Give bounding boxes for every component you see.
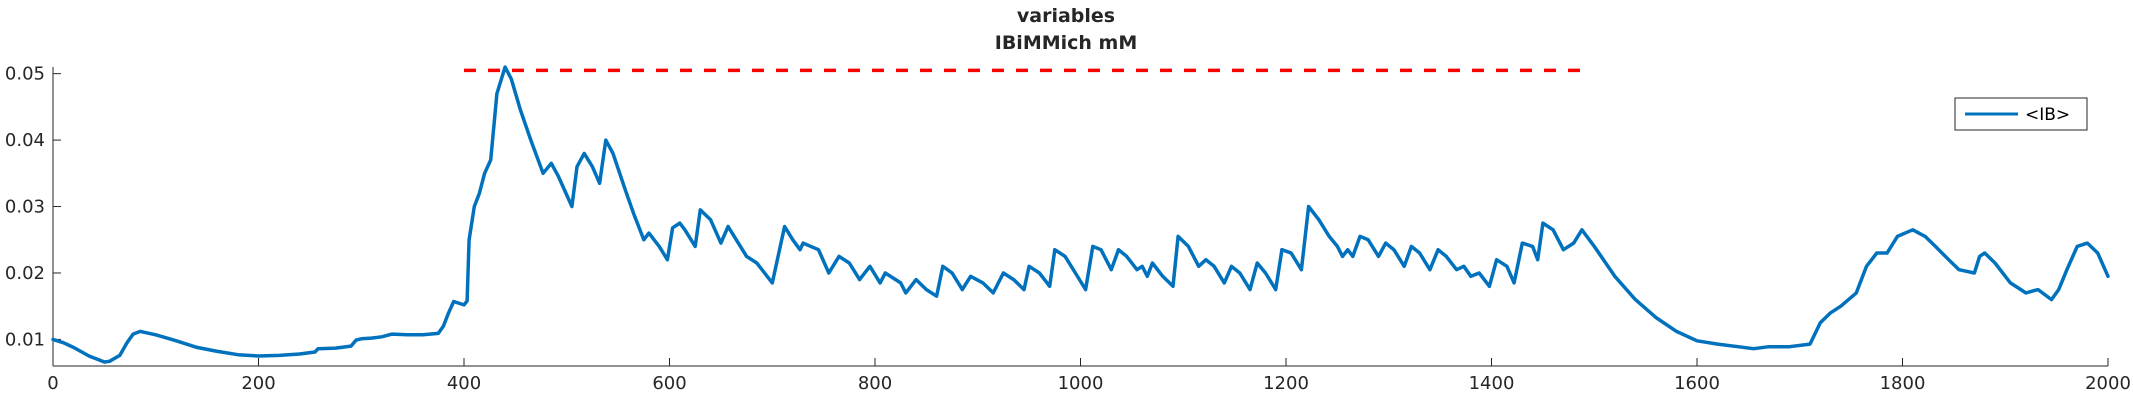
- x-tick-label: 1000: [1058, 373, 1104, 394]
- y-tick-label: 0.04: [5, 130, 45, 151]
- chart-subtitle: IBiMMich mM: [995, 32, 1138, 54]
- x-tick-label: 1600: [1674, 373, 1720, 394]
- axes: 0 200 400 600 800 1000 1200 1400 1600 1800 2000 0.0…: [5, 64, 2131, 394]
- x-tick-label: 1400: [1469, 373, 1515, 394]
- series-line-ib: [51, 65, 2110, 364]
- x-tick-label: 600: [652, 373, 686, 394]
- legend-label: <IB>: [2025, 105, 2070, 125]
- y-tick-label: 0.03: [5, 197, 45, 218]
- x-tick-label: 1200: [1263, 373, 1309, 394]
- y-tick-label: 0.01: [5, 329, 45, 350]
- legend: <IB>: [1954, 97, 2088, 131]
- y-tick-label: 0.05: [5, 64, 45, 85]
- x-tick-label: 400: [447, 373, 481, 394]
- plot-area: [51, 65, 2110, 364]
- x-tick-label: 1800: [1880, 373, 1926, 394]
- x-tick-label: 0: [47, 373, 58, 394]
- chart-title: variables: [1017, 5, 1115, 27]
- x-tick-label: 800: [858, 373, 892, 394]
- x-tick-label: 200: [241, 373, 275, 394]
- x-tick-label: 2000: [2085, 373, 2131, 394]
- y-tick-label: 0.02: [5, 263, 45, 284]
